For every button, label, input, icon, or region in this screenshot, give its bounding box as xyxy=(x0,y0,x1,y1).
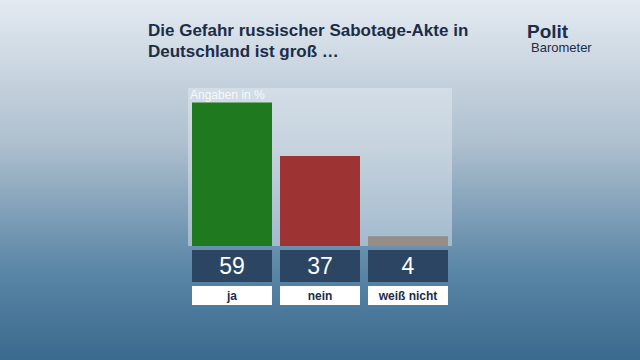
svg-text:nein: nein xyxy=(308,289,333,303)
html-text:Polit: Polit xyxy=(527,21,569,42)
svg-text:ja: ja xyxy=(226,289,237,303)
svg-text:weiß nicht: weiß nicht xyxy=(378,289,438,303)
html-text:Angaben in %: Angaben in % xyxy=(190,88,265,102)
svg-text:37: 37 xyxy=(307,253,333,279)
html-text:Die Gefahr russischer Sabotage: Die Gefahr russischer Sabotage-Akte in D… xyxy=(148,21,469,61)
html-text:Barometer: Barometer xyxy=(531,40,592,55)
svg-text:59: 59 xyxy=(219,253,245,279)
svg-text:4: 4 xyxy=(402,253,415,279)
